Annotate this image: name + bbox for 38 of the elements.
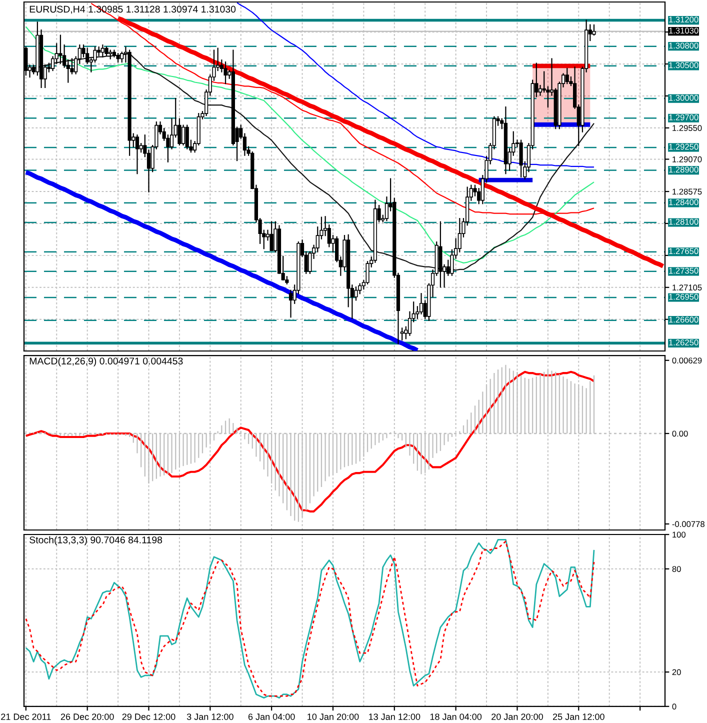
y-tick-label: 100 — [672, 532, 686, 538]
x-tick-label: 25 Jan 12:00 — [552, 714, 604, 720]
ref-line-label: 1.30000 — [669, 94, 698, 101]
ref-line-label: 1.29250 — [669, 144, 698, 150]
y-tick-label: 1.28575 — [672, 188, 702, 195]
ref-line-label: 1.27350 — [669, 268, 698, 274]
y-tick-label: 0.00629 — [672, 358, 702, 364]
y-tick-label: 1.29070 — [672, 156, 702, 162]
ref-line-label: 1.28100 — [669, 218, 698, 225]
x-tick-label: 3 Jan 12:00 — [186, 714, 234, 720]
ref-line-label: 1.28400 — [669, 199, 698, 206]
y-tick-label: 1.29550 — [672, 125, 702, 132]
y-tick-label: 20 — [672, 669, 681, 676]
y-tick-label: 0 — [672, 704, 676, 710]
y-tick-label: 1.27105 — [672, 284, 702, 290]
x-tick-label: 26 Dec 20:00 — [60, 714, 114, 720]
y-tick-label: 80 — [672, 566, 681, 572]
ref-line-label: 1.28900 — [669, 166, 698, 173]
ref-line-label: 1.31030 — [669, 28, 698, 34]
chart-title: MACD(12,26,9) 0.004971 0.004453 — [30, 357, 183, 366]
ref-line-label: 1.30500 — [669, 62, 698, 68]
ref-line-label: 1.29700 — [669, 114, 698, 120]
x-tick-label: 13 Jan 12:00 — [368, 714, 420, 720]
ref-line-label: 1.30800 — [669, 42, 698, 49]
x-tick-label: 29 Dec 12:00 — [122, 714, 176, 720]
chart-title: Stoch(13,3,3) 90.7046 84.1198 — [30, 536, 162, 546]
x-tick-label: 6 Jan 04:00 — [248, 714, 295, 720]
ref-line-label: 1.31200 — [669, 16, 698, 22]
ref-line-label: 1.26950 — [669, 294, 698, 300]
ref-line-label: 1.26250 — [669, 340, 698, 346]
y-tick-label: 0.00 — [672, 430, 688, 437]
x-tick-label: 10 Jan 20:00 — [308, 714, 359, 720]
ref-line-label: 1.27650 — [669, 248, 698, 254]
ref-line-label: 1.26600 — [669, 316, 698, 323]
x-tick-label: 21 Dec 2011 — [1, 714, 51, 720]
y-tick-label: -0.00778 — [672, 521, 704, 528]
x-tick-label: 20 Jan 20:00 — [492, 714, 543, 720]
x-tick-label: 18 Jan 04:00 — [430, 714, 482, 720]
